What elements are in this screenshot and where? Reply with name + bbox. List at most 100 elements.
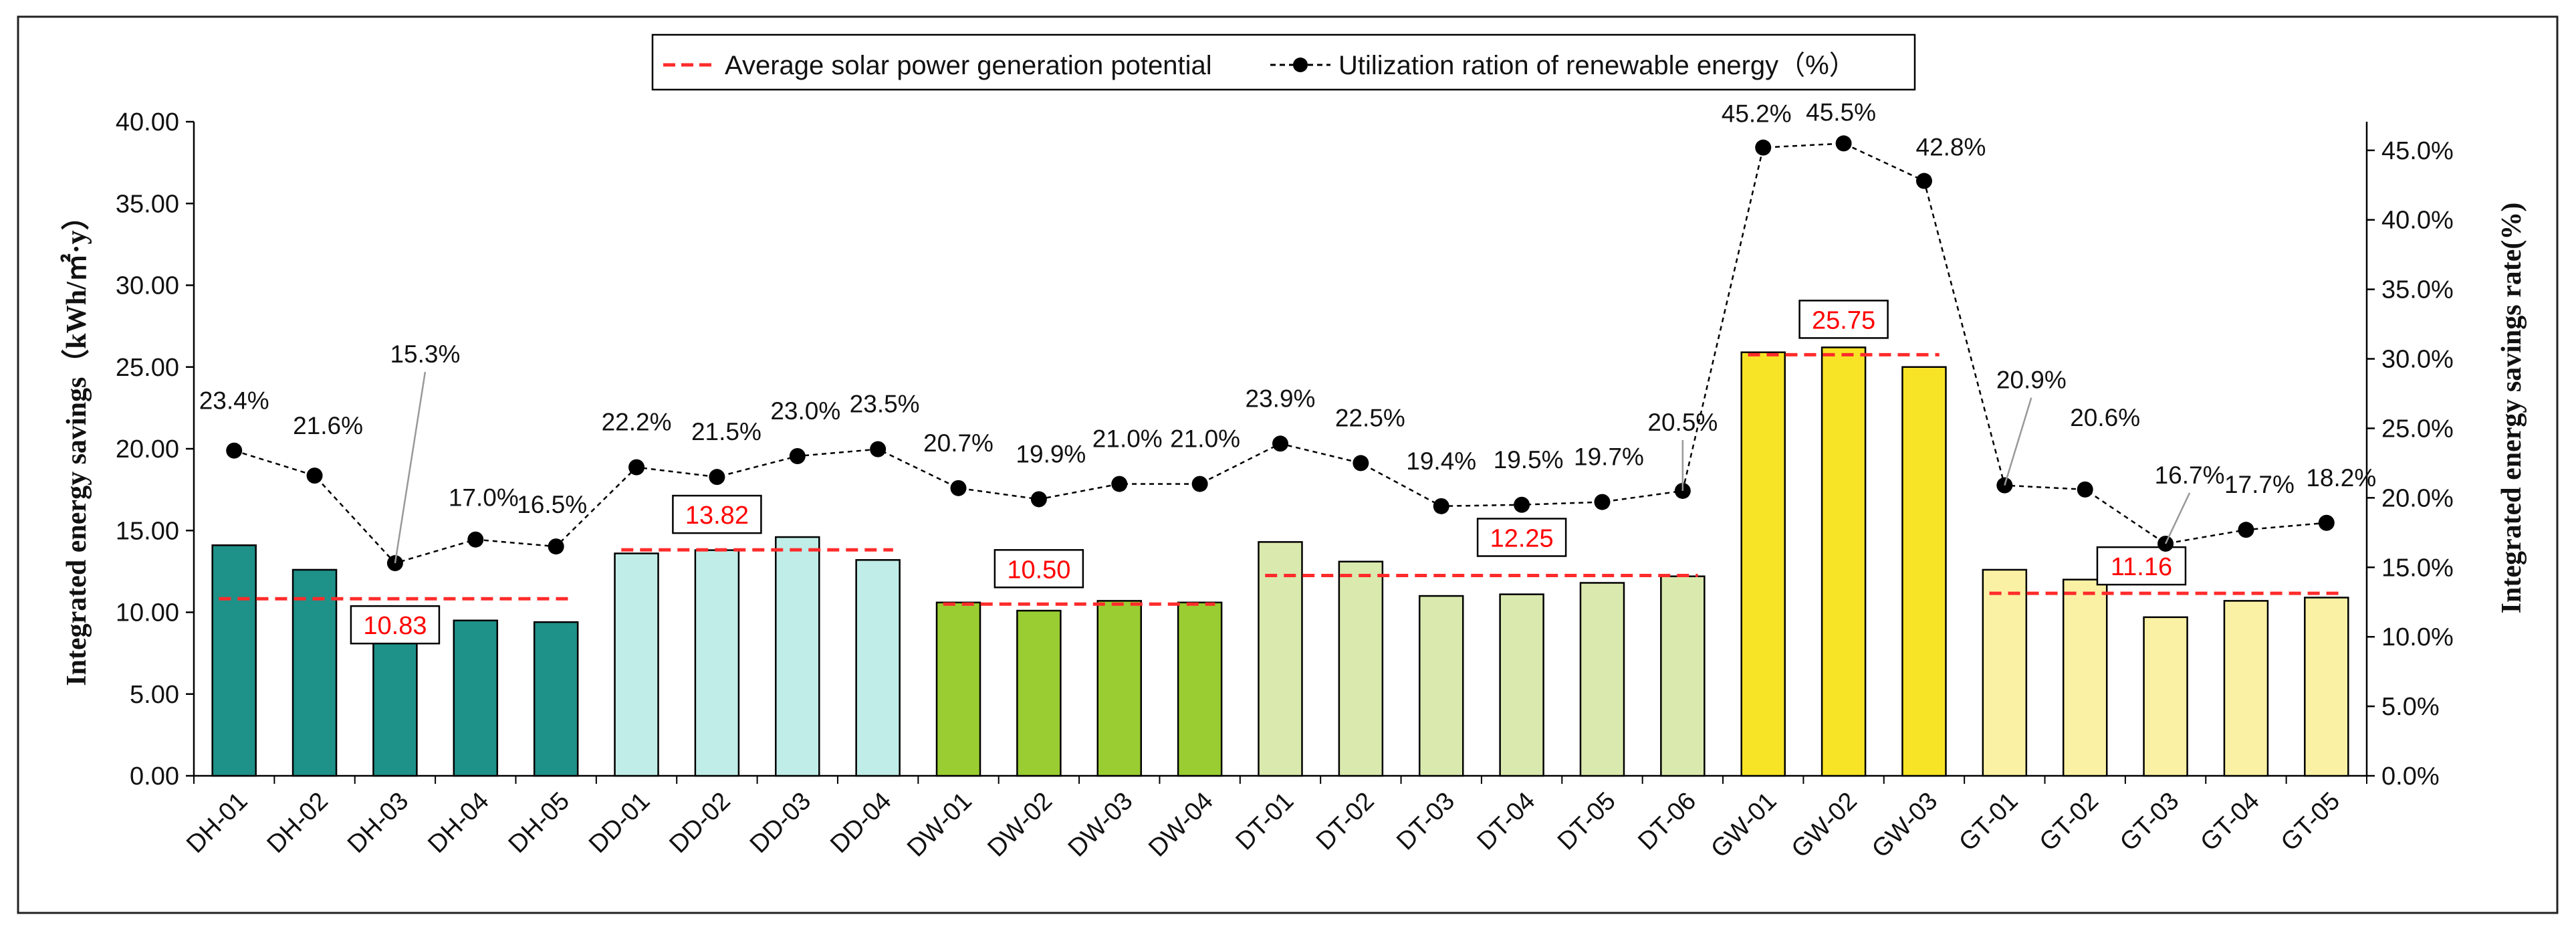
- y-left-tick-label: 25.00: [116, 354, 179, 382]
- rate-label-leader: [2164, 492, 2191, 544]
- rate-label-dd-03: 23.0%: [770, 397, 840, 425]
- rate-marker-dw-04: [1191, 476, 1208, 492]
- average-value-box-dh: [350, 605, 441, 645]
- y-left-tick-label: 30.00: [116, 272, 179, 300]
- bar-gw-02: [1821, 346, 1867, 777]
- rate-label-dd-02: 21.5%: [691, 418, 762, 445]
- rate-label-dh-02: 21.6%: [293, 412, 363, 439]
- rate-label-dh-03: 15.3%: [390, 340, 460, 368]
- bar-dd-02: [694, 549, 740, 777]
- bar-dt-04: [1499, 593, 1544, 777]
- y-right-tick-label: 45.0%: [2381, 137, 2454, 165]
- rate-label-gw-01: 45.2%: [1722, 100, 1792, 128]
- rate-marker-dt-03: [1433, 498, 1449, 514]
- bar-dw-01: [935, 601, 981, 777]
- rate-marker-dd-03: [789, 448, 806, 465]
- y-left-tick-label: 35.00: [116, 190, 179, 218]
- y-left-tick-label: 0.00: [130, 762, 179, 791]
- y-right-axis-title: Integrated energy savings rate(%): [2496, 203, 2527, 614]
- rate-label-gt-05: 18.2%: [2306, 464, 2376, 492]
- bar-gt-05: [2304, 597, 2349, 777]
- rate-marker-gw-01: [1755, 139, 1772, 156]
- rate-marker-dw-01: [950, 480, 967, 496]
- rate-label-leader: [2004, 397, 2032, 486]
- rate-marker-dd-01: [628, 459, 645, 476]
- rate-label-dh-05: 16.5%: [517, 491, 587, 518]
- rate-marker-dt-01: [1272, 435, 1288, 452]
- legend-box: [651, 33, 1916, 91]
- average-value-label-dh: 10.83: [363, 612, 427, 640]
- y-left-tick-label: 5.00: [130, 681, 179, 709]
- rate-label-gt-02: 20.6%: [2070, 404, 2140, 431]
- y-right-tick-label: 20.0%: [2381, 484, 2454, 512]
- rate-label-dh-01: 23.4%: [199, 387, 269, 415]
- rate-marker-gw-02: [1835, 135, 1852, 152]
- rate-label-dh-04: 17.0%: [449, 484, 519, 512]
- rate-marker-gt-02: [2077, 481, 2093, 498]
- average-value-box-gt: [2096, 546, 2187, 586]
- bar-dd-04: [855, 559, 901, 777]
- rate-label-dd-04: 23.5%: [850, 391, 920, 418]
- y-left-axis-title: Integrated energy savings（kWh/㎡·y）: [60, 202, 92, 686]
- bar-dw-04: [1177, 601, 1223, 777]
- bar-gt-02: [2062, 579, 2108, 777]
- legend-avg-label: Average solar power generation potential: [725, 51, 1212, 80]
- rate-label-dt-05: 19.7%: [1574, 443, 1644, 471]
- bar-gw-01: [1740, 351, 1786, 777]
- rate-marker-dt-05: [1594, 494, 1611, 510]
- y-left-tick-label: 15.00: [116, 517, 179, 545]
- rate-marker-gt-05: [2318, 514, 2335, 531]
- rate-marker-dh-02: [306, 467, 323, 484]
- average-value-box-dt: [1476, 518, 1567, 557]
- average-value-box-dw: [993, 549, 1084, 589]
- rate-label-dw-03: 21.0%: [1092, 425, 1163, 453]
- average-value-box-gw: [1798, 300, 1889, 339]
- rate-label-dt-06: 20.5%: [1647, 409, 1718, 436]
- bar-dt-05: [1579, 582, 1625, 777]
- bar-dh-04: [453, 619, 499, 777]
- rate-label-dt-02: 22.5%: [1335, 404, 1405, 431]
- average-value-label-gt: 11.16: [2111, 553, 2172, 581]
- bar-dh-02: [291, 568, 338, 777]
- rate-marker-dd-04: [870, 441, 887, 457]
- rate-marker-dt-04: [1514, 496, 1530, 513]
- bar-gt-04: [2223, 600, 2269, 777]
- y-right-tick-label: 35.0%: [2381, 276, 2454, 304]
- y-left-tick-label: 40.00: [116, 108, 179, 136]
- y-right-tick-label: 40.0%: [2381, 207, 2454, 235]
- y-left-tick-label: 20.00: [116, 435, 179, 463]
- rate-marker-dt-02: [1353, 455, 1369, 472]
- rate-marker-gt-04: [2238, 522, 2254, 538]
- rate-label-dt-03: 19.4%: [1406, 447, 1476, 475]
- y-left-tick-label: 10.00: [116, 599, 179, 627]
- bar-gt-01: [1982, 568, 2028, 777]
- bar-dt-01: [1258, 541, 1303, 777]
- bar-dt-02: [1338, 560, 1384, 777]
- rate-label-gt-03: 16.7%: [2155, 461, 2225, 489]
- rate-label-dt-01: 23.9%: [1246, 385, 1316, 412]
- rate-label-gt-04: 17.7%: [2224, 471, 2295, 498]
- rate-label-dw-01: 20.7%: [923, 429, 993, 457]
- bar-dd-03: [775, 536, 820, 777]
- rate-marker-gw-03: [1915, 173, 1932, 189]
- legend-rate-label: Utilization ration of renewable energy（%…: [1338, 51, 1856, 80]
- bar-dh-01: [211, 544, 257, 777]
- average-value-label-gw: 25.75: [1812, 306, 1875, 334]
- average-value-label-dw: 10.50: [1007, 556, 1070, 584]
- rate-label-dd-01: 22.2%: [602, 409, 672, 436]
- rate-label-dt-04: 19.5%: [1494, 446, 1564, 474]
- bar-dt-06: [1660, 575, 1706, 777]
- y-right-tick-label: 15.0%: [2381, 554, 2454, 582]
- rate-marker-dh-04: [467, 531, 484, 548]
- legend: Average solar power generation potential…: [651, 33, 1916, 91]
- bar-dw-02: [1016, 609, 1062, 777]
- bar-dh-05: [533, 621, 579, 777]
- legend-rate-marker-icon: [1293, 58, 1308, 72]
- y-right-tick-label: 30.0%: [2381, 346, 2454, 374]
- rate-marker-dd-02: [709, 469, 725, 486]
- rate-label-gw-03: 42.8%: [1916, 134, 1986, 161]
- y-right-tick-label: 0.0%: [2381, 762, 2440, 791]
- average-value-box-dd: [672, 494, 762, 534]
